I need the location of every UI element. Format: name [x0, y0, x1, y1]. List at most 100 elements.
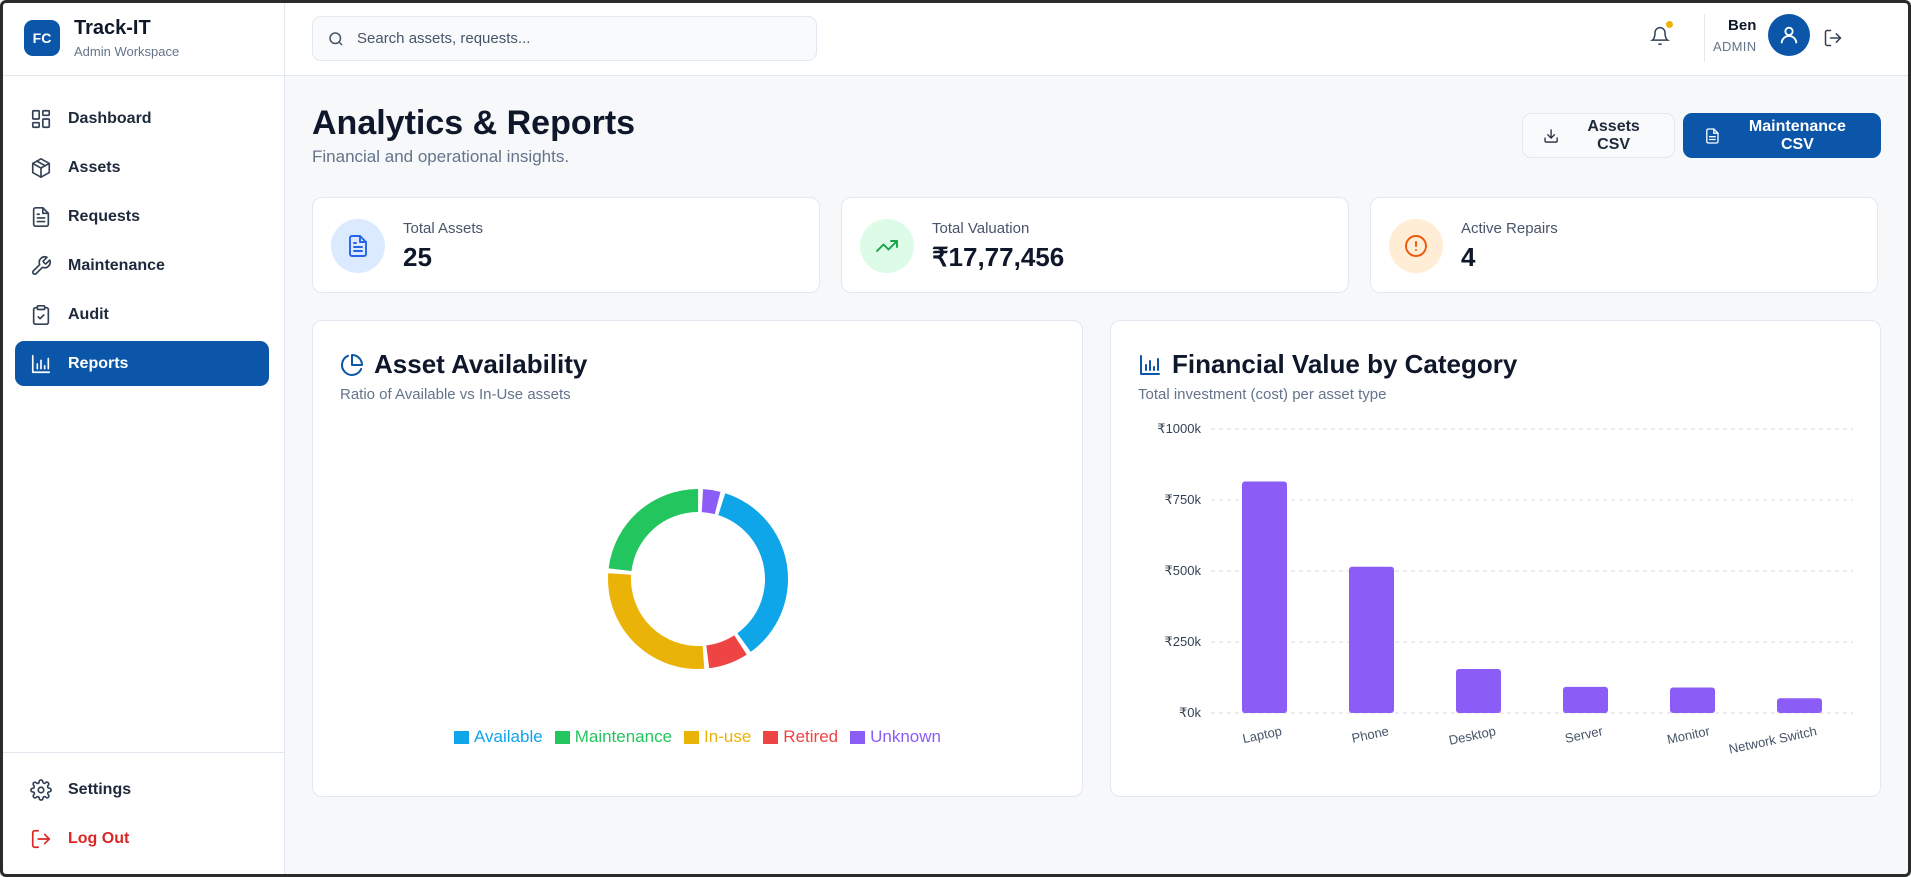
sidebar-item-dashboard[interactable]: Dashboard	[15, 96, 269, 141]
bar-network-switch[interactable]	[1777, 698, 1822, 713]
x-tick-label: Server	[1564, 723, 1605, 746]
donut-slice-unknown[interactable]	[701, 489, 721, 515]
box-icon	[31, 157, 51, 178]
stat-value: 25	[403, 242, 432, 272]
card-subtitle: Ratio of Available vs In-Use assets	[340, 386, 571, 403]
card-title: Asset Availability	[340, 349, 587, 380]
chart-legend: Available Maintenance In-use Retired Unknown	[313, 727, 1082, 747]
bell-icon	[1650, 26, 1670, 46]
bar-server[interactable]	[1563, 686, 1608, 713]
sidebar-nav: Dashboard Assets Requests Maintenance Au…	[0, 76, 284, 410]
sidebar-item-label: Settings	[68, 780, 132, 798]
stat-label: Total Valuation	[932, 220, 1030, 237]
page-subtitle: Financial and operational insights.	[312, 147, 570, 166]
export-assets-csv-button[interactable]: Assets CSV	[1522, 113, 1675, 158]
bar-chart: ₹0k ₹250k ₹500k ₹750k ₹1000k Laptop Phone Deskt…	[1157, 421, 1853, 757]
donut-slice-available[interactable]	[718, 493, 788, 652]
asset-availability-card: Asset Availability Ratio of Available vs…	[312, 320, 1083, 797]
legend-item-unknown[interactable]: Unknown	[850, 727, 941, 747]
sidebar-item-label: Assets	[68, 158, 121, 176]
search-box[interactable]	[312, 16, 817, 61]
trending-up-icon	[876, 240, 898, 252]
dashboard-icon	[31, 109, 51, 128]
legend-item-available[interactable]: Available	[454, 727, 543, 747]
sidebar-item-label: Maintenance	[68, 256, 165, 274]
legend-swatch	[763, 730, 779, 744]
avatar[interactable]	[1768, 14, 1811, 56]
gear-icon	[30, 778, 52, 801]
notifications-button[interactable]	[1650, 20, 1674, 50]
bar-chart-icon	[1140, 354, 1160, 375]
header-divider	[1704, 14, 1705, 62]
sidebar-bottom: Settings Log Out	[0, 752, 284, 877]
sidebar-item-audit[interactable]: Audit	[15, 292, 269, 337]
user-menu[interactable]: Ben ADMIN	[1713, 14, 1811, 56]
legend-label: Maintenance	[574, 727, 673, 746]
download-icon	[1544, 128, 1558, 143]
sidebar-item-assets[interactable]: Assets	[15, 145, 269, 190]
card-title-text: Asset Availability	[374, 349, 588, 379]
brand-name: Track-IT	[74, 16, 151, 39]
signout-button[interactable]	[1823, 28, 1843, 53]
document-icon	[1706, 127, 1719, 144]
stat-card-total-valuation: Total Valuation ₹17,77,456	[841, 197, 1349, 293]
card-title: Financial Value by Category	[1138, 349, 1517, 380]
legend-label: Retired	[783, 727, 839, 746]
export-assets-csv-label: Assets CSV	[1587, 117, 1640, 153]
bar-phone[interactable]	[1349, 566, 1394, 713]
legend-label: Unknown	[870, 727, 941, 746]
bar-chart-icon	[31, 354, 51, 373]
legend-item-maintenance[interactable]: Maintenance	[554, 727, 673, 747]
legend-item-retired[interactable]: Retired	[763, 727, 838, 747]
legend-swatch	[554, 730, 570, 744]
bar-desktop[interactable]	[1456, 668, 1501, 713]
sidebar-item-logout[interactable]: Log Out	[15, 816, 269, 861]
legend-swatch	[684, 730, 700, 744]
legend-label: Available	[474, 727, 543, 746]
logout-icon	[1824, 29, 1842, 47]
legend-swatch	[454, 730, 470, 744]
sidebar-item-reports[interactable]: Reports	[15, 341, 269, 386]
logout-icon	[31, 829, 51, 848]
user-name: Ben	[1728, 16, 1757, 34]
stat-card-active-repairs: Active Repairs 4	[1370, 197, 1878, 293]
search-input[interactable]	[357, 30, 797, 47]
clipboard-check-icon	[32, 304, 50, 325]
stat-card-total-assets: Total Assets 25	[312, 197, 820, 293]
card-subtitle: Total investment (cost) per asset type	[1138, 386, 1387, 403]
financial-value-card: Financial Value by Category Total invest…	[1110, 320, 1881, 797]
sidebar-item-label: Audit	[68, 305, 109, 323]
stat-label: Active Repairs	[1461, 220, 1558, 237]
brand-logo: FC	[24, 19, 60, 56]
export-maintenance-csv-button[interactable]: Maintenance CSV	[1683, 113, 1881, 158]
notification-dot	[1665, 20, 1674, 29]
wrench-icon	[32, 255, 51, 275]
sidebar-item-label: Requests	[68, 207, 141, 225]
sidebar-item-settings[interactable]: Settings	[15, 767, 269, 812]
donut-slice-in-use[interactable]	[608, 573, 705, 669]
x-tick-label: Phone	[1350, 723, 1390, 745]
pie-chart-icon	[341, 353, 363, 376]
search-icon	[329, 31, 343, 46]
page-title: Analytics & Reports	[312, 104, 636, 142]
y-tick-label: ₹250k	[1165, 634, 1202, 649]
stat-icon-wrap	[860, 219, 914, 273]
y-tick-label: ₹0k	[1179, 705, 1202, 720]
donut-chart	[608, 489, 788, 669]
sidebar-item-requests[interactable]: Requests	[15, 194, 269, 239]
y-tick-label: ₹1000k	[1157, 421, 1201, 436]
file-icon	[349, 235, 367, 257]
bar-monitor[interactable]	[1670, 687, 1715, 713]
donut-slice-retired[interactable]	[706, 635, 747, 669]
brand[interactable]: FC Track-IT Admin Workspace	[0, 0, 284, 76]
bar-laptop[interactable]	[1242, 481, 1287, 713]
x-tick-label: Monitor	[1666, 723, 1712, 747]
donut-slice-maintenance[interactable]	[608, 489, 699, 572]
sidebar-item-maintenance[interactable]: Maintenance	[15, 243, 269, 288]
legend-item-in-use[interactable]: In-use	[684, 727, 751, 747]
stat-icon-wrap	[1389, 219, 1443, 273]
user-icon	[1781, 26, 1798, 44]
x-tick-label: Network Switch	[1727, 723, 1818, 756]
document-icon	[32, 206, 50, 227]
sidebar-item-label: Log Out	[68, 829, 130, 847]
